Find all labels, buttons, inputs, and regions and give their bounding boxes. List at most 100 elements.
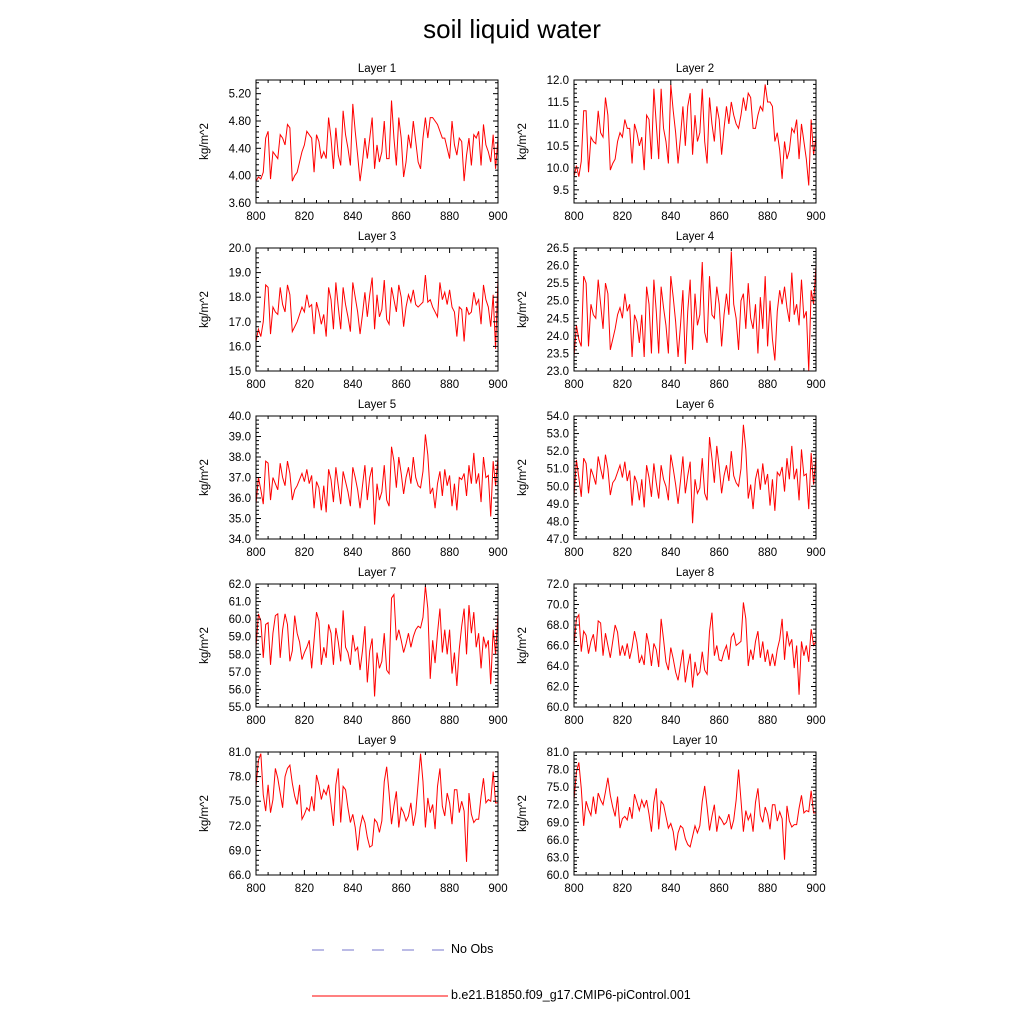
series-line: [255, 100, 499, 182]
x-tick-label: 820: [613, 715, 632, 727]
y-tick-label: 26.0: [547, 261, 569, 273]
y-axis-label: kg/m^2: [199, 123, 211, 160]
x-tick-label: 820: [295, 715, 314, 727]
y-tick-label: 16.0: [229, 341, 251, 353]
y-tick-label: 15.0: [229, 366, 251, 378]
y-tick-label: 47.0: [547, 534, 569, 546]
x-tick-label: 880: [758, 883, 777, 895]
x-tick-label: 840: [343, 715, 362, 727]
panel-title: Layer 8: [676, 567, 714, 579]
y-tick-label: 25.0: [547, 296, 569, 308]
x-tick-label: 900: [488, 379, 507, 391]
x-tick-label: 820: [295, 211, 314, 223]
y-tick-label: 11.0: [547, 119, 569, 131]
y-tick-label: 18.0: [229, 292, 251, 304]
y-tick-label: 78.0: [229, 772, 251, 784]
x-tick-label: 900: [488, 883, 507, 895]
panel-title: Layer 4: [676, 231, 715, 243]
panel-title: Layer 9: [358, 735, 396, 747]
y-tick-label: 4.40: [229, 143, 251, 155]
y-tick-label: 11.5: [547, 97, 569, 109]
y-tick-label: 25.5: [547, 278, 569, 290]
y-tick-label: 4.00: [229, 171, 251, 183]
x-tick-label: 860: [392, 379, 411, 391]
x-tick-label: 800: [246, 883, 265, 895]
y-tick-label: 37.0: [229, 473, 251, 485]
plot-frame: [573, 247, 817, 372]
series-line: [255, 585, 499, 697]
x-tick-label: 840: [661, 715, 680, 727]
series-line: [573, 602, 817, 695]
y-tick-label: 17.0: [229, 317, 251, 329]
y-tick-label: 26.5: [547, 243, 569, 255]
x-tick-label: 800: [564, 883, 583, 895]
series-line: [255, 753, 498, 862]
y-tick-label: 64.0: [547, 661, 569, 673]
y-tick-label: 66.0: [229, 870, 251, 882]
y-tick-label: 70.0: [547, 600, 569, 612]
y-tick-label: 72.0: [547, 579, 569, 591]
x-tick-label: 900: [806, 715, 825, 727]
x-tick-label: 840: [343, 883, 362, 895]
series-line: [255, 275, 499, 349]
panel-layer-9: Layer 9 kg/m^2 800 820 840 860 880 900 66.0 69.0 7…: [199, 735, 508, 895]
y-tick-label: 75.0: [229, 796, 251, 808]
x-tick-label: 840: [661, 211, 680, 223]
x-tick-label: 880: [758, 379, 777, 391]
y-tick-label: 54.0: [547, 411, 569, 423]
x-tick-label: 800: [564, 547, 583, 559]
y-tick-label: 39.0: [229, 432, 251, 444]
x-tick-label: 840: [661, 379, 680, 391]
x-tick-label: 900: [806, 547, 825, 559]
y-tick-label: 69.0: [229, 845, 251, 857]
y-tick-label: 57.0: [229, 667, 251, 679]
x-tick-label: 860: [710, 715, 729, 727]
series-line: [573, 762, 816, 860]
y-tick-label: 19.0: [229, 268, 251, 280]
x-tick-label: 820: [295, 883, 314, 895]
y-tick-label: 23.0: [547, 366, 569, 378]
x-tick-label: 880: [758, 547, 777, 559]
x-tick-label: 840: [343, 547, 362, 559]
y-tick-label: 69.0: [547, 817, 569, 829]
y-tick-label: 72.0: [229, 821, 251, 833]
x-tick-label: 800: [564, 715, 583, 727]
y-axis-label: kg/m^2: [199, 459, 211, 496]
y-tick-label: 62.0: [229, 579, 251, 591]
x-tick-label: 860: [710, 379, 729, 391]
y-axis-label: kg/m^2: [517, 291, 529, 328]
y-tick-label: 62.0: [547, 682, 569, 694]
panel-layer-4: Layer 4 kg/m^2 800 820 840 860 880 900 23.0 23.5 2…: [517, 231, 826, 391]
y-axis-label: kg/m^2: [517, 459, 529, 496]
panel-layer-6: Layer 6 kg/m^2 800 820 840 860 880 900 47.0 48.0 4…: [517, 399, 826, 559]
y-tick-label: 49.0: [547, 499, 569, 511]
x-tick-label: 820: [295, 379, 314, 391]
y-tick-label: 23.5: [547, 348, 569, 360]
x-tick-label: 840: [661, 883, 680, 895]
x-tick-label: 880: [758, 211, 777, 223]
y-tick-label: 10.0: [547, 163, 569, 175]
y-tick-label: 59.0: [229, 632, 251, 644]
plot-frame: [255, 415, 499, 540]
y-tick-label: 56.0: [229, 684, 251, 696]
series-line: [255, 434, 499, 525]
panel-title: Layer 3: [358, 231, 396, 243]
panel-layer-10: Layer 10 kg/m^2 800 820 840 860 880 900 60.0 63.0…: [517, 735, 826, 895]
x-tick-label: 860: [392, 211, 411, 223]
y-tick-label: 61.0: [229, 597, 251, 609]
x-tick-label: 800: [246, 715, 265, 727]
plot-frame: [573, 415, 817, 540]
panel-title: Layer 5: [358, 399, 396, 411]
y-tick-label: 24.0: [547, 331, 569, 343]
panel-layer-5: Layer 5 kg/m^2 800 820 840 860 880 900 34.0 35.0 3…: [199, 399, 508, 559]
figure-title: soil liquid water: [423, 14, 601, 44]
y-tick-label: 78.0: [547, 765, 569, 777]
series-line: [573, 251, 817, 372]
y-axis-label: kg/m^2: [199, 795, 211, 832]
y-tick-label: 55.0: [229, 702, 251, 714]
panel-layer-8: Layer 8 kg/m^2 800 820 840 860 880 900 60.0 62.0 6…: [517, 567, 826, 727]
y-tick-label: 66.0: [547, 835, 569, 847]
x-tick-label: 880: [440, 211, 459, 223]
x-tick-label: 860: [710, 883, 729, 895]
